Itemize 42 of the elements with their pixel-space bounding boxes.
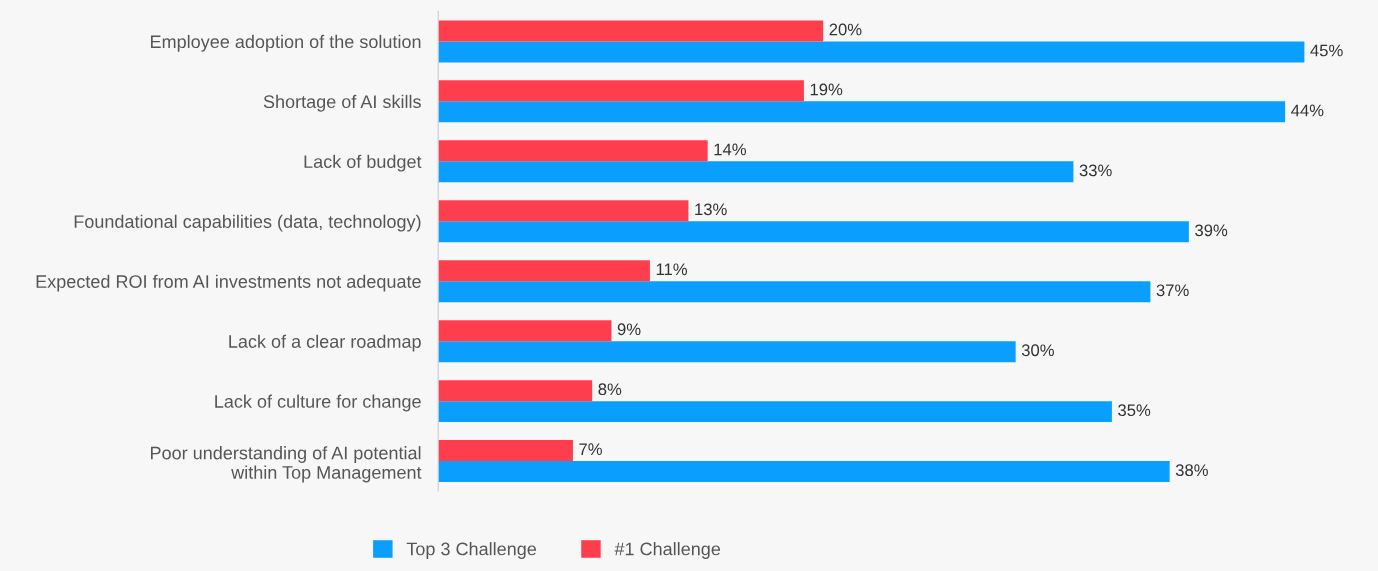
- y-tick-label: Expected ROI from AI investments not adequate: [36, 274, 421, 292]
- y-tick-label: Lack of a clear roadmap: [229, 334, 421, 352]
- bar: [438, 440, 573, 462]
- data-label: 38%: [1175, 464, 1208, 477]
- bar: [438, 80, 804, 102]
- bar: [438, 380, 593, 402]
- data-label: 19%: [810, 83, 843, 96]
- data-label: 37%: [1156, 284, 1189, 297]
- y-tick-label: Lack of budget: [304, 154, 422, 172]
- legend-label: Top 3 Challenge: [406, 542, 537, 559]
- data-label: 9%: [617, 323, 641, 336]
- bar: [438, 281, 1151, 303]
- bar: [438, 221, 1189, 243]
- y-tick-label: Shortage of AI skills: [263, 94, 421, 112]
- bar: [438, 401, 1112, 423]
- data-label: 14%: [714, 143, 746, 156]
- y-tick-label: Lack of culture for change: [215, 394, 421, 412]
- data-label: 13%: [695, 203, 727, 216]
- data-label: 20%: [829, 23, 862, 36]
- data-label: 39%: [1195, 224, 1228, 237]
- data-label: 11%: [656, 263, 688, 276]
- bar: [438, 320, 612, 342]
- bar: [438, 140, 708, 162]
- bar: [438, 41, 1305, 63]
- y-tick-label: Poor understanding of AI potential within Top Management: [151, 446, 422, 483]
- legend-label: #1 Challenge: [614, 542, 721, 559]
- data-label: 33%: [1079, 164, 1112, 177]
- bar: [438, 161, 1074, 183]
- bar: [438, 101, 1286, 123]
- bar: [438, 200, 689, 222]
- y-tick-label: Foundational capabilities (data, technology): [74, 214, 421, 232]
- data-label: 35%: [1118, 404, 1151, 417]
- bar: [438, 20, 824, 42]
- data-label: 45%: [1310, 44, 1343, 57]
- data-label: 8%: [598, 383, 622, 396]
- data-label: 30%: [1021, 344, 1054, 357]
- bar: [438, 461, 1170, 483]
- bar: [438, 260, 650, 282]
- y-tick-label: Employee adoption of the solution: [151, 34, 421, 52]
- data-label: 7%: [579, 443, 602, 455]
- data-label: 44%: [1291, 104, 1324, 117]
- bar: [438, 341, 1016, 363]
